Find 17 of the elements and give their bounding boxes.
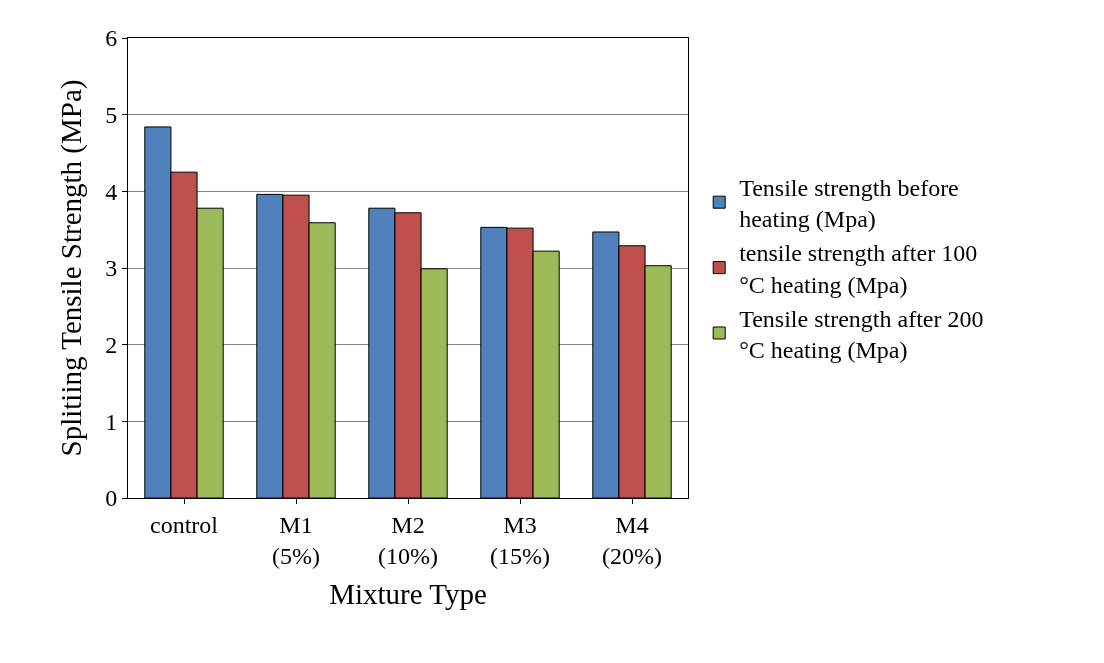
legend-label: tensile strength after 100 °C heating (Mpa)	[739, 240, 978, 298]
x-tick-label: M1 (5%)	[272, 511, 320, 569]
legend-label: Tensile strength before heating (Mpa)	[739, 174, 959, 233]
y-tick-label: 0	[105, 485, 118, 512]
x-axis-title: Mixture Type	[329, 577, 487, 610]
x-tick-label: M4 (20%)	[602, 511, 662, 569]
y-tick-label: 4	[105, 178, 118, 205]
y-tick-label: 6	[105, 25, 118, 52]
legend-label: Tensile strength after 200 °C heating (Mpa)	[739, 305, 984, 363]
x-tick-label: M3 (15%)	[490, 511, 550, 569]
y-tick-label: 2	[105, 332, 118, 359]
y-tick-label: 5	[105, 102, 118, 129]
y-tick-label: 1	[105, 408, 118, 435]
y-tick-label: 3	[105, 255, 118, 282]
x-tick-label: control	[150, 511, 219, 538]
x-tick-label: M2 (10%)	[378, 511, 438, 569]
y-axis-title: Splitiing Tensile Strength (MPa)	[54, 79, 88, 457]
